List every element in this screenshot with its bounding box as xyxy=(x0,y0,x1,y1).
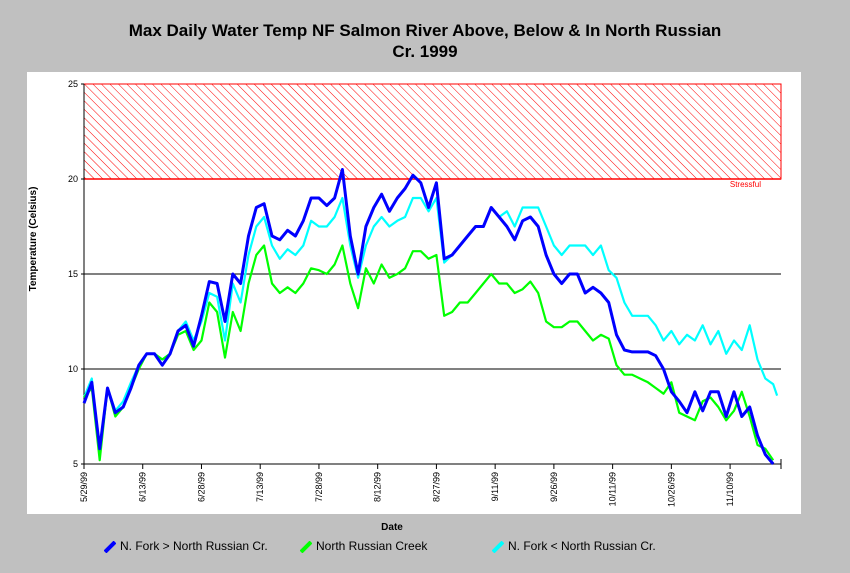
legend-swatch-nf-below-icon xyxy=(492,540,504,553)
x-tick-label: 8/12/99 xyxy=(373,472,383,502)
x-tick-label: 7/28/99 xyxy=(314,472,324,502)
stressful-band xyxy=(83,83,782,180)
x-tick-label: 6/13/99 xyxy=(138,472,148,502)
legend-swatch-nf-above-icon xyxy=(104,540,116,553)
x-axis-label: Date xyxy=(381,522,403,533)
x-tick-label: 9/26/99 xyxy=(549,472,559,502)
legend-label: N. Fork > North Russian Cr. xyxy=(120,539,268,553)
series-line-1 xyxy=(83,244,775,462)
x-tick-label: 11/10/99 xyxy=(725,472,735,506)
plot-layer: Stressful 5 10 15 20 25 5/29/99 6/13/99 6/28/99 7… xyxy=(68,79,782,507)
legend-label: N. Fork < North Russian Cr. xyxy=(508,539,656,553)
y-tick-label: 20 xyxy=(68,174,78,184)
y-tick-label: 25 xyxy=(68,79,78,89)
legend-label: North Russian Creek xyxy=(316,539,428,553)
x-tick-label: 8/27/99 xyxy=(431,472,441,502)
x-tick-label: 10/26/99 xyxy=(666,472,676,507)
x-tick-label: 9/11/99 xyxy=(490,472,500,501)
chart-title: Max Daily Water Temp NF Salmon River Abo… xyxy=(0,20,850,62)
legend-item-north-russian: North Russian Creek xyxy=(300,539,427,553)
y-tick-label: 10 xyxy=(68,364,78,374)
x-tick-label: 5/29/99 xyxy=(79,472,89,502)
y-tick-label: 5 xyxy=(73,459,78,469)
series-line-0 xyxy=(82,168,775,465)
stressful-label: Stressful xyxy=(730,180,761,189)
chart-title-line-1: Max Daily Water Temp NF Salmon River Abo… xyxy=(128,21,722,40)
legend-item-nf-above: N. Fork > North Russian Cr. xyxy=(104,539,268,553)
y-axis-label: Temperature (Celsius) xyxy=(28,187,39,292)
legend-swatch-north-russian-icon xyxy=(300,540,312,553)
x-tick-label: 10/11/99 xyxy=(608,472,618,506)
y-tick-label: 15 xyxy=(68,269,78,279)
chart-title-line-2: Cr. 1999 xyxy=(392,42,458,61)
x-tick-label: 7/13/99 xyxy=(255,472,265,502)
x-tick-label: 6/28/99 xyxy=(196,472,206,502)
legend-item-nf-below: N. Fork < North Russian Cr. xyxy=(492,539,656,553)
